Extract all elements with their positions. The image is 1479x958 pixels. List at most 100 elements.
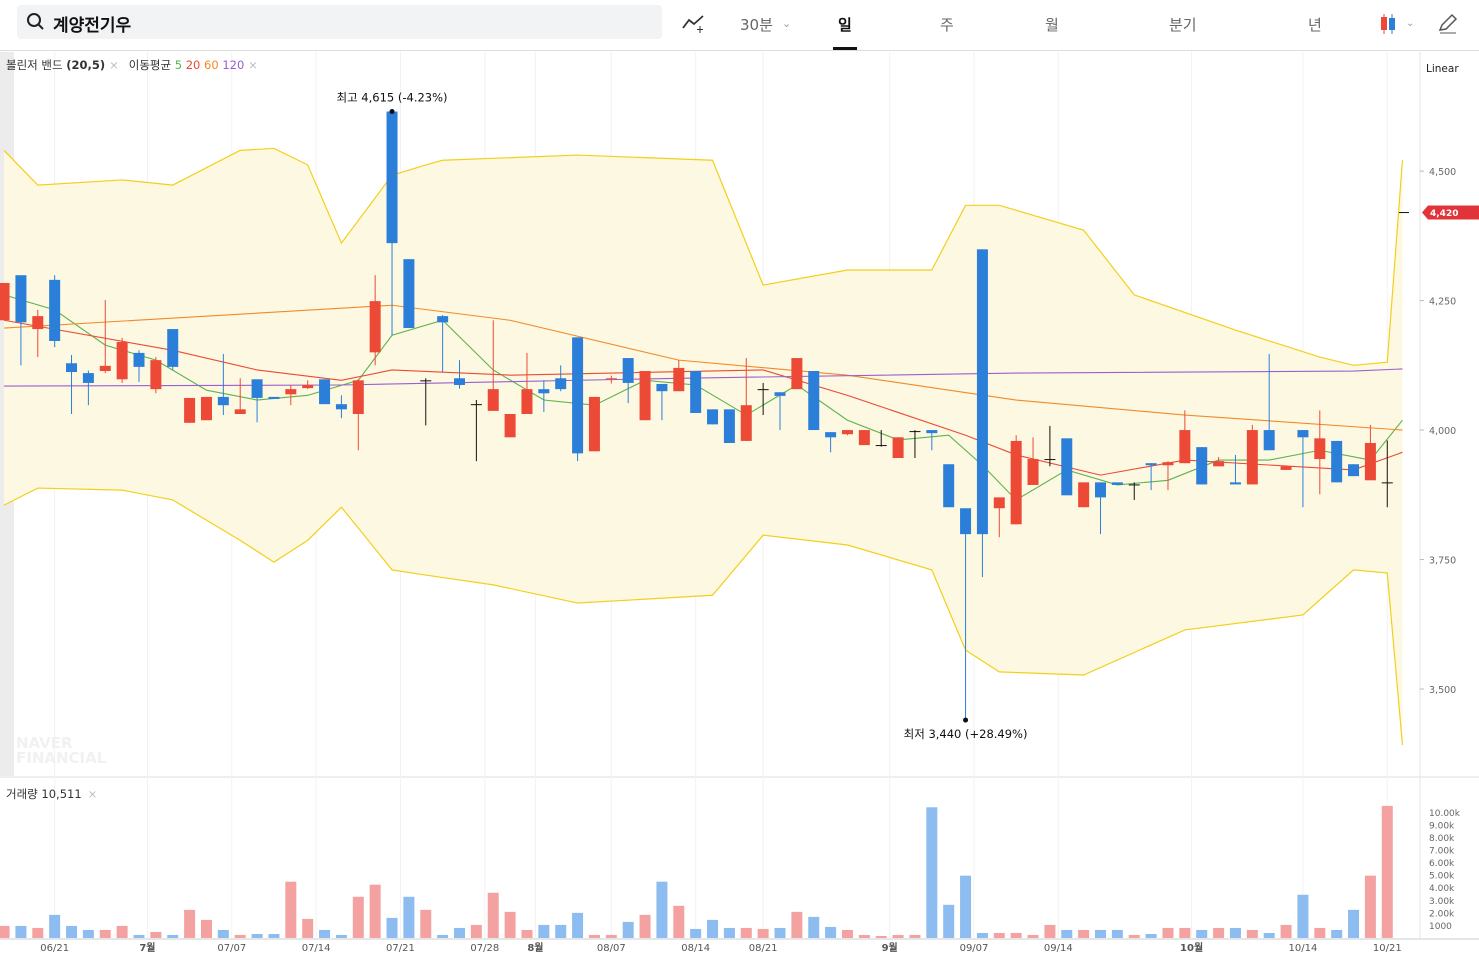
volume-bar [825,926,837,938]
period-tab[interactable]: 월 [1045,16,1059,34]
x-tick-label: 08/14 [681,943,710,954]
last-price-label: 4,420 [1430,209,1458,219]
volume-bar [403,896,415,938]
candle-body [791,358,803,390]
legend-params: (20,5) [66,58,106,72]
candle-body [521,389,533,414]
legend-label: 이동평균 [128,58,172,72]
candle-body [774,392,786,396]
legend-close[interactable]: × [248,58,258,72]
volume-bar [841,929,853,938]
candle-body [420,380,432,382]
candle-body [0,282,10,321]
candle-body [403,259,415,329]
period-tab[interactable]: 년 [1308,16,1322,34]
volume-bar [1280,924,1292,938]
volume-bar [1314,927,1326,938]
candle-body [386,111,398,244]
candle-body [1280,466,1292,470]
volume-bar [588,934,600,938]
period-tab[interactable]: 분기 [1169,16,1197,34]
candle-body [251,379,263,398]
search-box[interactable]: 계양전기우 [17,5,662,39]
y-tick-label: 4,000 [1429,426,1456,437]
candle-body [1246,430,1258,485]
volume-bar [1027,934,1039,938]
candle-body [352,380,364,414]
volume-tick-label: 7.00k [1429,847,1455,857]
candle-body [1229,482,1241,485]
search-text: 계양전기우 [53,16,132,36]
candle-body [1364,443,1376,481]
legend-entry: 60 [204,58,219,72]
x-tick-label: 7월 [139,942,155,954]
candle-body [1027,459,1039,485]
search-icon [27,13,44,30]
candle-body [605,378,617,380]
y-tick-label: 4,500 [1429,167,1456,178]
candle-body [1213,461,1225,467]
last-price-tag [1422,205,1479,220]
bollinger-lower [3,487,1404,745]
period-tab[interactable]: 주 [940,16,954,34]
volume-bar [0,925,10,938]
candle-body [909,431,921,433]
draw-icon[interactable] [1437,12,1459,34]
legend-entry: 20 [185,58,201,72]
volume-bar [319,929,331,938]
candle-body [1044,459,1056,461]
volume-bar [926,807,938,938]
volume-bar [335,934,347,938]
candle-body [268,396,280,399]
candle-body [538,389,550,394]
candle-body [892,437,904,459]
candle-body [555,378,567,390]
indicator-legend: 볼린저 밴드 (20,5) × 이동평균 5 20 60 120 × [6,57,268,73]
volume-legend: 거래량 10,511 × [6,786,97,802]
dropdown-caret: ⌄ [782,17,792,30]
legend-close[interactable]: × [109,58,119,72]
volume-tick-label: 4.00k [1429,884,1455,894]
volume-bar [386,917,398,938]
volume-bar [690,928,702,938]
legend-close[interactable]: × [87,787,98,801]
legend-label: 거래량 [6,787,38,801]
candle-body [66,363,78,373]
volume-bar [1381,805,1393,938]
x-tick-label: 09/14 [1044,943,1073,954]
candle-body [1128,484,1140,486]
candle-body [841,430,853,435]
candle-body [133,352,145,367]
volume-bar [133,934,145,938]
candle-body [487,389,499,411]
chart-type-icon[interactable]: ⌄ [1378,12,1418,36]
volume-bar [1229,927,1241,938]
volume-bar [504,911,516,938]
volume-bar [1061,929,1073,938]
interval-selector[interactable]: 30분 [740,16,773,34]
candle-body [1196,447,1208,485]
x-tick-label: 10월 [1180,942,1203,954]
volume-bar [622,921,634,938]
volume-bar [656,881,668,938]
volume-bar [1078,929,1090,938]
candle-body [1179,430,1191,464]
volume-bar [1095,929,1107,938]
legend-label: 볼린저 밴드 [6,58,63,72]
period-tab[interactable]: 일 [838,16,852,34]
candle-body [504,414,516,438]
candle-body [319,379,331,405]
volume-bar [352,896,364,938]
active-underline [833,47,857,50]
x-tick-label: 9월 [882,942,898,954]
x-tick-label: 8월 [527,942,543,954]
volume-bar [302,918,314,938]
volume-bar [605,934,617,938]
candle-body [690,371,702,413]
volume-bar [487,892,499,938]
indicator-icon[interactable] [681,12,707,34]
candle-body [622,358,634,383]
candle-body [437,316,449,323]
scale-toggle[interactable]: Linear [1426,63,1459,75]
